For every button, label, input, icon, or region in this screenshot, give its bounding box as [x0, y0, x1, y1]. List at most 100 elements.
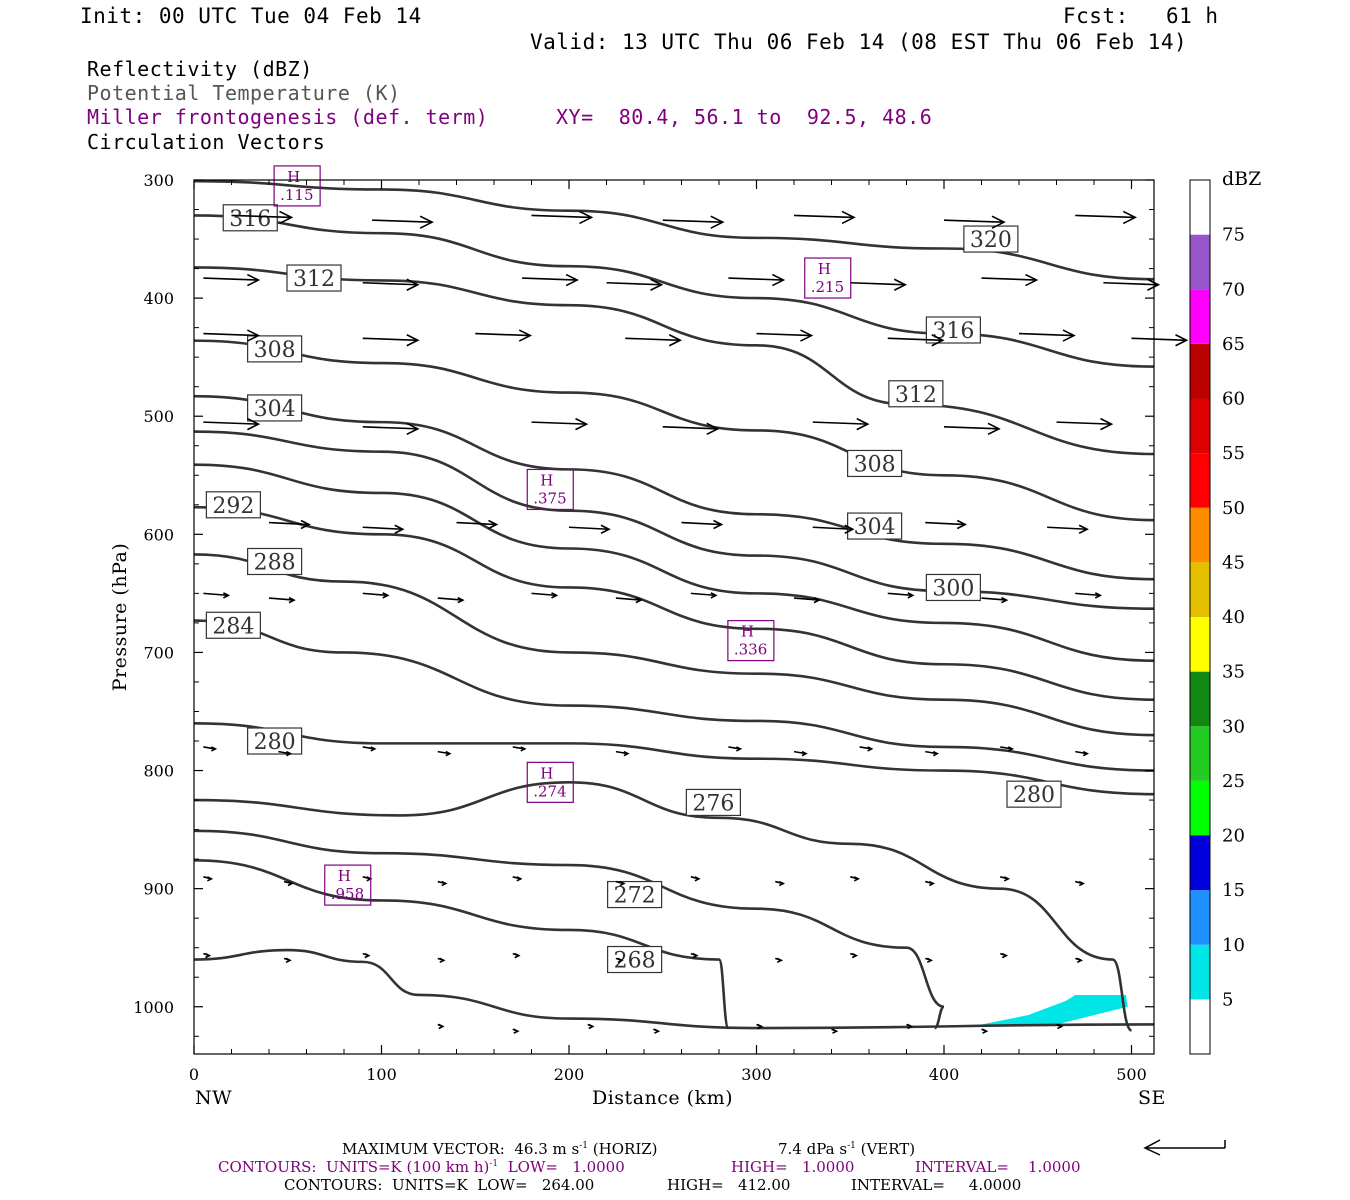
colorbar-outline [1189, 179, 1211, 1055]
contour-label-268-box [607, 945, 663, 974]
circulation-vector [203, 876, 214, 882]
circulation-vector [1000, 746, 1015, 752]
contour-label-280: 280 [254, 730, 296, 755]
circulation-vector [362, 952, 371, 959]
x-tick-label: 200 [554, 1065, 585, 1084]
x-axis-title: Distance (km) [592, 1087, 734, 1109]
circulation-vector [437, 880, 448, 887]
circulation-vector [906, 1023, 914, 1030]
circulation-vector [981, 1028, 989, 1034]
contours-frontogenesis-interval: INTERVAL= 1.0000 [915, 1158, 1081, 1176]
circulation-vector [887, 334, 945, 347]
circulation-vector [203, 746, 218, 752]
frontogenesis-high-label: H [818, 260, 831, 278]
circulation-vector [203, 417, 261, 431]
circulation-vector [981, 273, 1039, 287]
x-tick-label: 0 [189, 1065, 199, 1084]
xy-endpoints: XY= 80.4, 56.1 to 92.5, 48.6 [556, 105, 933, 129]
circulation-vector [812, 524, 855, 534]
fcst-value: 61 h [1166, 4, 1219, 28]
circulation-vector [268, 519, 311, 530]
circulation-vector [362, 592, 390, 599]
colorbar: 5 10 15 20 25 30 35 40 45 50 55 60 65 70 75 [1189, 179, 1245, 1055]
colorbar-swatch [1190, 944, 1210, 1000]
field-reflectivity: Reflectivity (dBZ) [87, 57, 313, 81]
contour-label-320-box [963, 225, 1019, 253]
frontogenesis-value: .336 [734, 641, 767, 659]
frontogenesis-box [526, 761, 574, 803]
fcst-label: Fcst: [1063, 4, 1129, 28]
circulation-vector [437, 750, 452, 757]
colorbar-swatch [1190, 835, 1210, 891]
circulation-vector [924, 957, 934, 964]
frontogenesis-high-label: H [287, 168, 300, 186]
contour-label-312-box [888, 380, 944, 408]
colorbar-label: 30 [1222, 716, 1245, 737]
circulation-vector [793, 210, 856, 225]
frontogenesis-box [727, 620, 775, 662]
colorbar-swatch [1190, 890, 1210, 945]
circulation-vector [615, 596, 643, 604]
circulation-vector [690, 952, 699, 959]
colorbar-swatch [1190, 780, 1210, 836]
circulation-vector [475, 329, 533, 342]
y-tick-label: 900 [143, 880, 174, 899]
colorbar-swatch [1190, 617, 1210, 672]
frontogenesis-value: .215 [811, 278, 844, 296]
theta-contour-292 [193, 505, 1155, 701]
circulation-vector [512, 1028, 520, 1034]
circulation-vector [1103, 278, 1161, 291]
circulation-vector [587, 1023, 595, 1030]
frontogenesis-value: .115 [280, 186, 313, 204]
circulation-vector [615, 750, 630, 757]
theta-contour-268 [193, 859, 730, 1030]
circulation-vector [662, 422, 720, 436]
contour-label-272: 272 [614, 884, 656, 909]
contour-label-316-box [925, 316, 981, 344]
contour-label-308-b-box [247, 335, 303, 363]
circulation-vector [925, 750, 940, 757]
frontogenesis-box [324, 864, 372, 906]
colorbar-label: 35 [1222, 662, 1245, 683]
circulation-vector [943, 215, 1006, 229]
colorbar-swatch [1190, 726, 1210, 781]
theta-contours: 3203163163123123083083043043002922882842… [193, 179, 1155, 1032]
contour-label-304-b: 304 [254, 397, 296, 422]
x-tick-label: 400 [929, 1065, 960, 1084]
x-axis-left-end: NW [195, 1087, 233, 1109]
circulation-vector [925, 880, 936, 887]
circulation-vector [849, 952, 859, 959]
max-vector-reference-arrow [1143, 1139, 1226, 1156]
contours-theta-high: HIGH= 412.00 [667, 1176, 791, 1194]
colorbar-label: 70 [1222, 279, 1245, 300]
circulation-vector [681, 519, 724, 530]
circulation-vector [362, 746, 377, 752]
theta-contour-280 [193, 721, 1155, 796]
circulation-vector [728, 273, 786, 287]
reflectivity-layer [981, 994, 1128, 1025]
contour-label-292: 292 [212, 494, 254, 519]
circulation-vector [522, 273, 579, 287]
frontogenesis-value: .958 [331, 885, 364, 903]
frontogenesis-high-label: H [338, 867, 351, 885]
contour-label-316-b-box [222, 204, 278, 232]
colorbar-label: 20 [1222, 826, 1245, 847]
contour-label-316-b: 316 [229, 207, 271, 232]
circulation-vector [887, 592, 915, 599]
contour-label-304-b-box [247, 394, 303, 422]
frontogenesis-value: .274 [533, 782, 566, 800]
contour-label-280-box [247, 727, 303, 755]
x-axis-right-end: SE [1138, 1087, 1166, 1109]
circulation-vector [690, 592, 718, 599]
circulation-vector [756, 1023, 764, 1030]
colorbar-swatch [1190, 234, 1210, 290]
contour-label-288: 288 [254, 550, 296, 575]
theta-contour-316 [193, 214, 1155, 368]
contour-label-284-box [205, 611, 261, 639]
circulation-vector [793, 750, 808, 757]
max-vector-horiz: MAXIMUM VECTOR: 46.3 m s-1 (HORIZ) [342, 1140, 658, 1158]
y-tick-label: 400 [143, 289, 174, 308]
valid-time: Valid: 13 UTC Thu 06 Feb 14 (08 EST Thu … [530, 30, 1188, 54]
circulation-vector [531, 210, 594, 225]
x-tick-label: 300 [741, 1065, 772, 1084]
